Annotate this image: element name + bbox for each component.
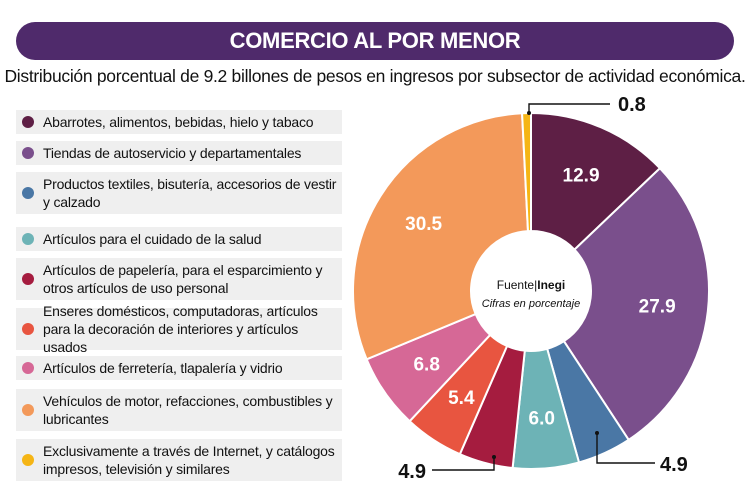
legend-label: Artículos de papelería, para el esparcim… [43,262,323,296]
slice-value-label: 6.0 [529,409,555,430]
leader-dot [492,455,496,459]
legend-swatch [22,404,34,416]
legend-swatch [22,362,34,374]
legend-item: Artículos de papelería, para el esparcim… [16,258,342,300]
legend-label: Enseres domésticos, computadoras, artícu… [43,303,318,355]
legend-swatch [22,454,34,466]
legend-swatch [22,147,34,159]
source-prefix: Fuente| [497,278,537,292]
legend-label: Vehículos de motor, refacciones, combust… [43,393,333,427]
center-note: Cifras en porcentaje [482,298,580,310]
chart-title: COMERCIO AL POR MENOR [229,28,521,53]
legend-swatch [22,323,34,335]
legend-item: Artículos para el cuidado de la salud [16,227,342,251]
leader-dot [595,431,599,435]
slice-value-label: 4.9 [398,461,426,483]
legend-swatch [22,187,34,199]
legend-label: Artículos de ferretería, tlapalería y vi… [43,360,283,376]
legend-item: Exclusivamente a través de Internet, y c… [16,439,342,481]
legend-item: Vehículos de motor, refacciones, combust… [16,389,342,431]
slice-value-label: 12.9 [563,165,600,186]
chart-subtitle: Distribución porcentual de 9.2 billones … [4,66,746,86]
legend-item: Enseres domésticos, computadoras, artícu… [16,303,342,355]
slice-value-label: 6.8 [413,354,439,375]
legend-label: Artículos para el cuidado de la salud [43,231,262,247]
legend-label: Tiendas de autoservicio y departamentale… [43,145,302,161]
legend-item: Tiendas de autoservicio y departamentale… [16,141,342,165]
donut-hole [471,231,591,351]
source-name: Inegi [537,278,565,292]
legend-swatch [22,233,34,245]
slice-value-label: 0.8 [618,94,646,116]
title-banner: COMERCIO AL POR MENOR [16,22,734,60]
legend-item: Productos textiles, bisutería, accesorio… [16,172,342,214]
leader-line [432,457,495,471]
leader-dot [527,111,531,115]
leader-line [596,433,655,464]
legend-label: Productos textiles, bisutería, accesorio… [43,176,337,210]
slice-value-label: 5.4 [448,388,475,409]
slice-value-label: 30.5 [405,214,442,235]
legend-label: Exclusivamente a través de Internet, y c… [43,443,335,477]
legend-swatch [22,273,34,285]
slice-value-label: 27.9 [639,297,676,318]
leader-line [528,103,610,113]
slice-value-label: 4.9 [660,454,688,476]
legend-item: Artículos de ferretería, tlapalería y vi… [16,356,342,380]
legend-item: Abarrotes, alimentos, bebidas, hielo y t… [16,110,342,134]
source-label: Fuente|Inegi [497,278,566,292]
legend-label: Abarrotes, alimentos, bebidas, hielo y t… [43,114,314,130]
legend-swatch [22,116,34,128]
